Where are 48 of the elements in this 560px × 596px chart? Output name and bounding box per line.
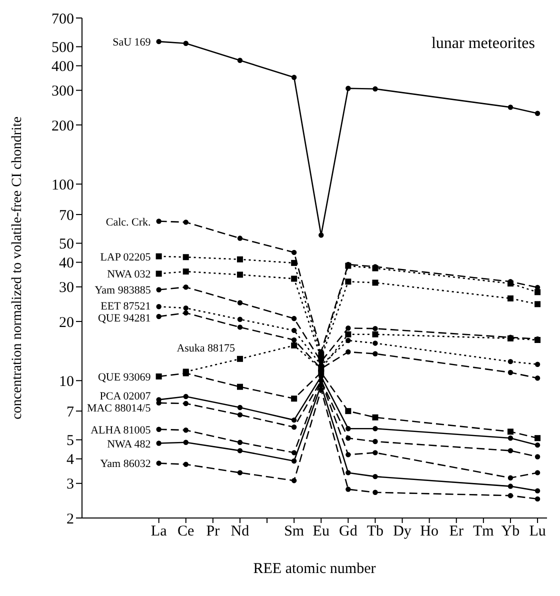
y-tick-label: 300 bbox=[52, 84, 74, 100]
y-tick-label: 400 bbox=[52, 59, 74, 76]
y-tick-label: 70 bbox=[59, 208, 74, 224]
y-tick-label: 30 bbox=[59, 280, 74, 296]
series-label: NWA 482 bbox=[107, 438, 151, 450]
series-label: LAP 02205 bbox=[100, 251, 152, 264]
x-tick-label: Nd bbox=[230, 524, 250, 540]
y-tick-label: 500 bbox=[52, 40, 74, 56]
x-tick-label: Er bbox=[449, 524, 464, 540]
x-tick-label: Yb bbox=[501, 524, 520, 540]
y-axis-title: concentration normalized to volatile-free CI chondrite bbox=[10, 116, 25, 420]
series-label: PCA 02007 bbox=[100, 390, 152, 402]
y-tick-label: 200 bbox=[52, 118, 74, 134]
series-label: QUE 93069 bbox=[98, 371, 152, 384]
x-tick-label: Pr bbox=[206, 524, 220, 540]
y-tick-label: 4 bbox=[66, 452, 74, 468]
series-label: NWA 032 bbox=[107, 268, 151, 281]
series-label: ALHA 81005 bbox=[90, 424, 152, 436]
y-tick-label: 100 bbox=[52, 177, 74, 194]
x-tick-label: Sm bbox=[284, 524, 304, 540]
x-tick-label: Tm bbox=[473, 524, 494, 540]
annotation: lunar meteorites bbox=[431, 35, 535, 52]
x-tick-label: Tb bbox=[366, 524, 384, 540]
y-tick-label: 10 bbox=[59, 374, 74, 390]
series-label: QUE 94281 bbox=[98, 312, 151, 325]
x-tick-label: La bbox=[150, 524, 168, 540]
series-label: MAC 88014/5 bbox=[86, 402, 152, 414]
y-tick-label: 3 bbox=[66, 476, 74, 493]
x-tick-label: Ce bbox=[178, 524, 195, 540]
x-tick-label: Ho bbox=[420, 524, 438, 540]
y-tick-label: 50 bbox=[59, 236, 74, 253]
x-tick-label: Dy bbox=[393, 524, 412, 540]
series-label: Yam 86032 bbox=[100, 458, 151, 470]
x-axis-title: REE atomic number bbox=[253, 561, 376, 577]
y-tick-label: 2 bbox=[66, 511, 74, 528]
y-tick-label: 700 bbox=[52, 11, 74, 28]
y-tick-label: 7 bbox=[66, 404, 74, 420]
x-tick-label: Eu bbox=[312, 524, 330, 540]
y-tick-label: 40 bbox=[59, 256, 74, 272]
x-tick-label: Gd bbox=[339, 524, 358, 540]
series-label: Yam 983885 bbox=[94, 284, 152, 297]
y-tick-label: 20 bbox=[59, 314, 74, 331]
series-label: EET 87521 bbox=[100, 300, 151, 313]
series-label: Calc. Crk. bbox=[106, 216, 152, 228]
y-tick-label: 5 bbox=[66, 433, 74, 450]
x-tick-label: Lu bbox=[529, 524, 546, 540]
series-label: SaU 169 bbox=[112, 36, 152, 49]
series-label: Asuka 88175 bbox=[176, 342, 236, 355]
